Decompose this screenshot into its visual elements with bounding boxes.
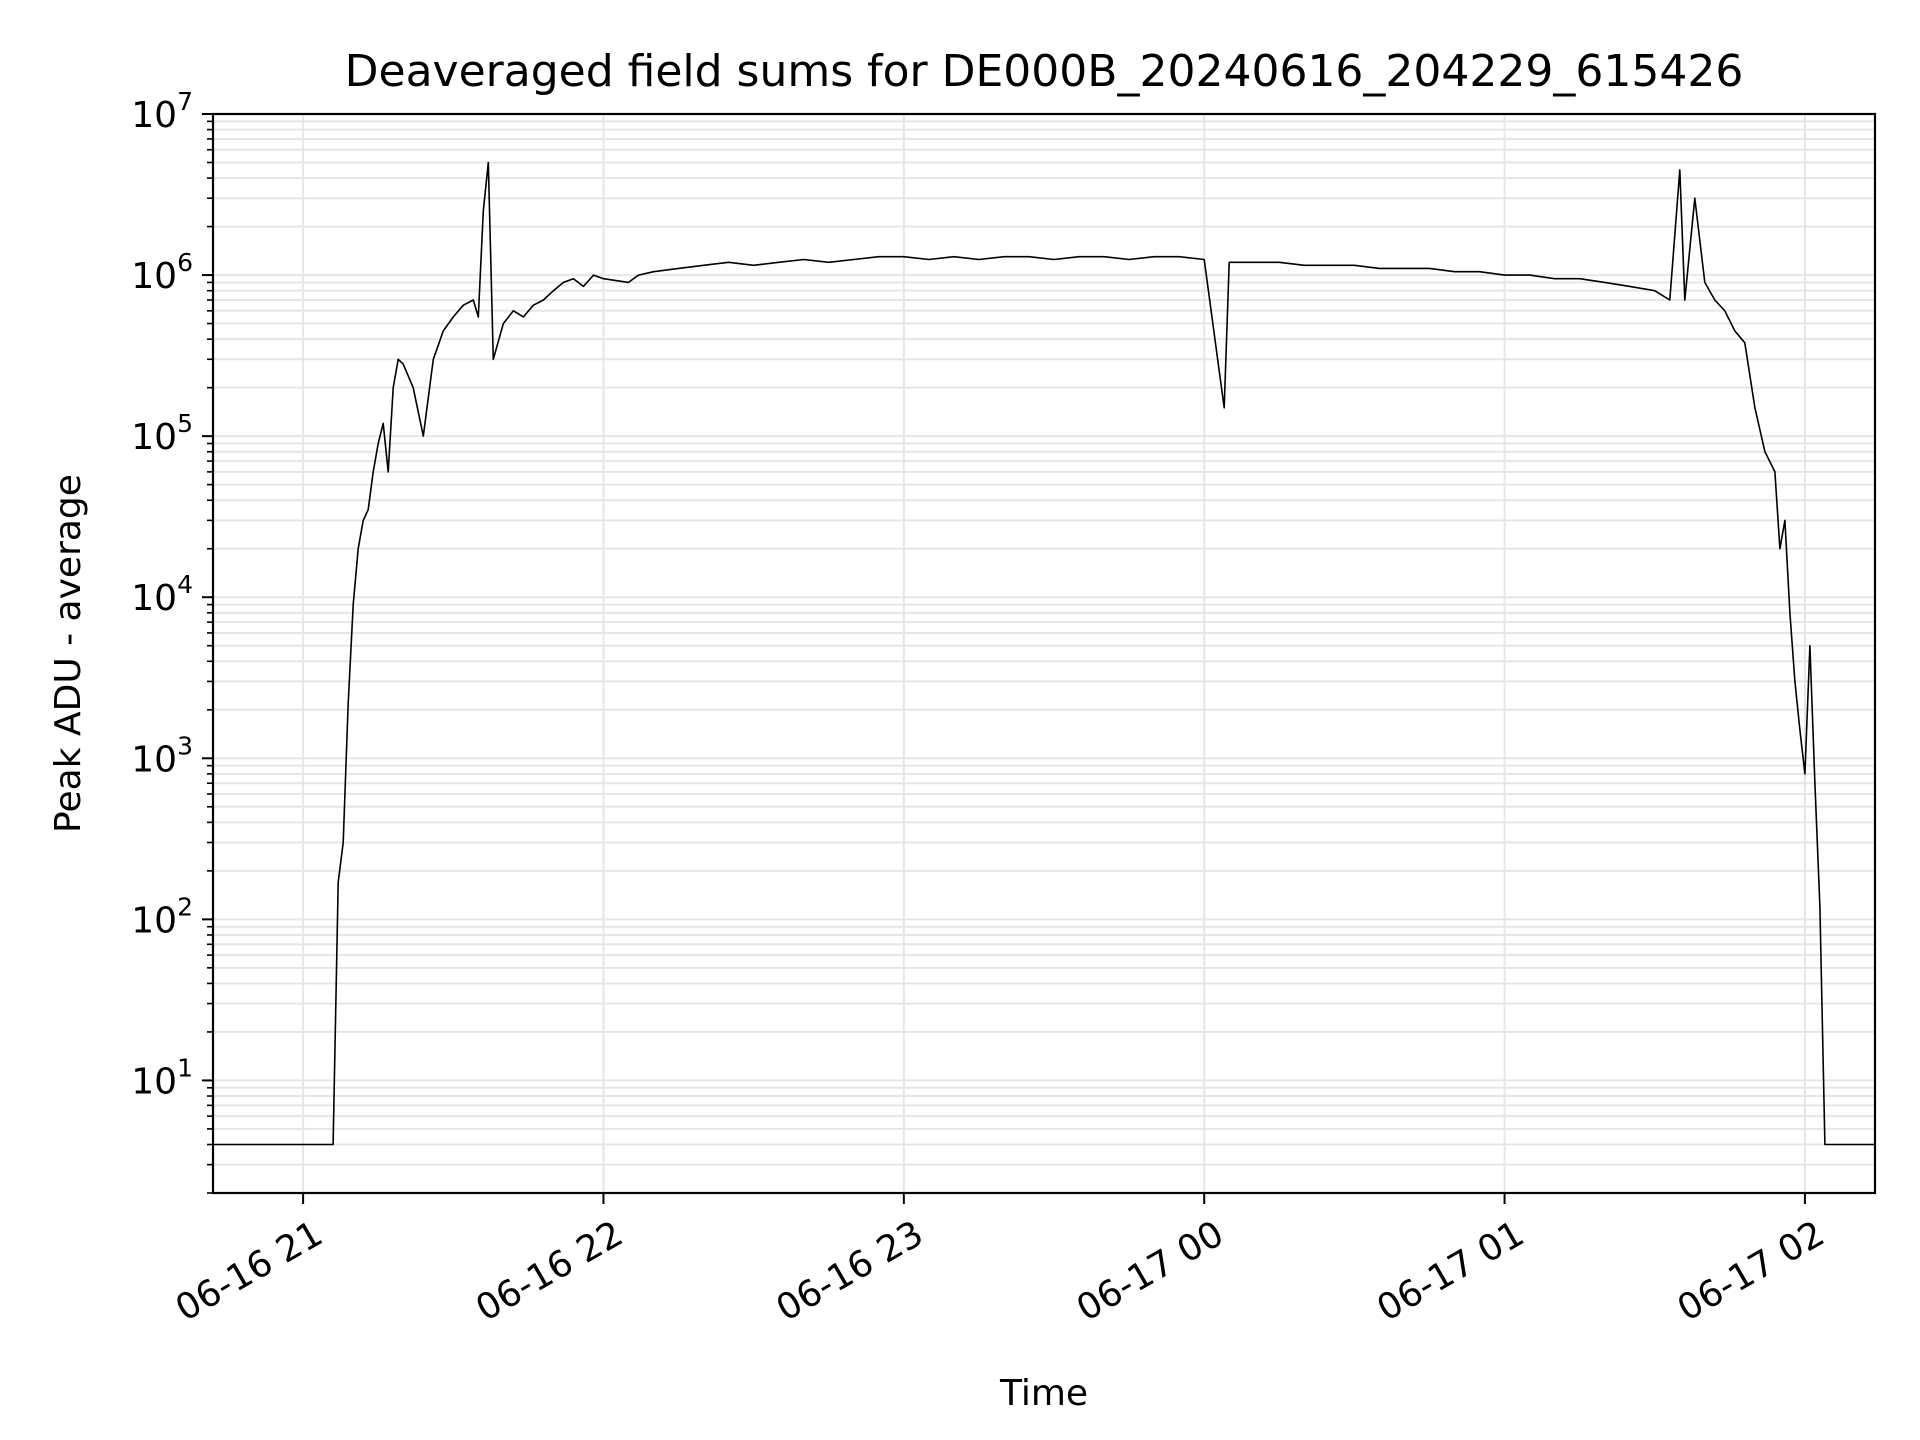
y-tick-label: 102 bbox=[131, 892, 193, 941]
minor-grid bbox=[213, 120, 1875, 1194]
series-layer bbox=[213, 161, 1875, 1146]
y-tick-label: 104 bbox=[131, 570, 193, 619]
y-axis-ticks: 101 102 103 104 105 106 107 bbox=[131, 87, 213, 1194]
plot-area-frame bbox=[211, 112, 1877, 1195]
y-tick-label: 105 bbox=[131, 409, 193, 458]
chart-title: Deaveraged field sums for DE000B_2024061… bbox=[345, 46, 1744, 97]
y-tick-label: 107 bbox=[131, 87, 193, 136]
series-line-0 bbox=[213, 161, 1875, 1146]
y-tick-label: 103 bbox=[131, 731, 193, 780]
major-grid bbox=[213, 114, 1875, 1193]
x-axis-label: Time bbox=[999, 1373, 1088, 1414]
y-axis-label: Peak ADU - average bbox=[48, 474, 89, 833]
y-tick-label: 106 bbox=[131, 248, 193, 297]
y-tick-label: 101 bbox=[131, 1053, 193, 1102]
